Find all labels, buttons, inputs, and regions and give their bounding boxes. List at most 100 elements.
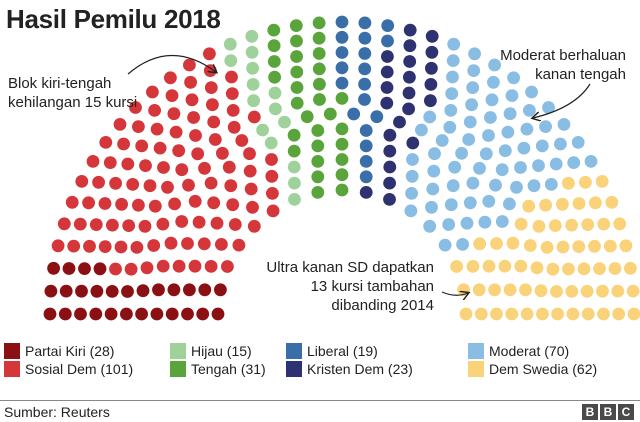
seat-dot (495, 163, 509, 177)
seat-dot (478, 215, 492, 229)
seat-dot (210, 216, 224, 230)
seat-dot (268, 86, 282, 100)
seat-dot (498, 144, 512, 158)
seat-dot (532, 219, 546, 233)
legend-label: Dem Swedia (62) (489, 361, 598, 377)
seat-dot (550, 285, 563, 298)
seat-dot (406, 136, 420, 150)
seat-dot (549, 157, 563, 171)
seat-dot (572, 240, 586, 254)
seat-dot (148, 104, 162, 117)
seat-dot (51, 239, 65, 253)
seat-dot (335, 137, 349, 151)
chart-title: Hasil Pemilu 2018 (6, 4, 221, 34)
seat-dot (534, 284, 548, 298)
seat-dot (425, 45, 439, 59)
seat-dot (489, 178, 502, 192)
seat-dot (455, 146, 468, 160)
annotation-line: Ultra kanan SD dapatkan (266, 259, 434, 276)
seat-dot (122, 219, 136, 233)
seat-dot (539, 120, 552, 133)
seat-dot (266, 187, 279, 200)
seat-dot (164, 236, 178, 250)
seat-dot (465, 98, 478, 112)
seat-dot (544, 178, 558, 191)
seat-dot (311, 139, 325, 153)
seat-dot (221, 260, 234, 273)
seat-dot (121, 285, 134, 298)
seat-dot (256, 123, 269, 137)
seat-dots (43, 15, 640, 321)
seat-dot (380, 65, 394, 79)
seat-dot (595, 175, 609, 188)
seat-dot (132, 198, 145, 212)
seat-dot (243, 164, 257, 178)
seat-dot (135, 139, 149, 153)
seat-dot (443, 120, 457, 134)
legend-label: Sosial Dem (101) (25, 361, 134, 377)
seat-dot (216, 146, 229, 160)
seat-dot (264, 136, 278, 150)
seat-dot (78, 262, 91, 275)
seat-dot (514, 161, 527, 174)
seat-dot (266, 204, 280, 218)
seat-dot (82, 196, 95, 210)
seat-dot (540, 241, 554, 254)
seat-dot (608, 262, 622, 275)
seat-dot (129, 101, 142, 114)
seat-dot (235, 134, 249, 147)
seat-dot (605, 195, 619, 209)
seat-dot (290, 81, 304, 94)
seat-dot (211, 307, 225, 321)
seat-dot (223, 37, 237, 51)
legend-label: Tengah (31) (191, 361, 266, 377)
seat-dot (225, 87, 239, 100)
legend-swatch (468, 343, 484, 359)
seat-dot (359, 186, 373, 199)
seat-dot (312, 47, 326, 60)
seat-dot (300, 110, 314, 124)
seat-dot (435, 134, 449, 147)
seat-dot (99, 136, 113, 149)
legend-item-kristen-dem: Kristen Dem (23) (286, 360, 413, 378)
seat-dot (485, 93, 499, 107)
seat-dot (525, 85, 538, 99)
seat-dot (539, 198, 552, 212)
legend-label: Liberal (19) (307, 343, 378, 359)
seat-dot (167, 107, 181, 121)
seat-dot (182, 178, 195, 192)
legend: Partai Kiri (28) Sosial Dem (101) Hijau … (0, 338, 640, 382)
seat-dot (74, 307, 87, 321)
seat-dot (487, 75, 500, 89)
seat-dot (75, 175, 89, 188)
seat-dot (198, 161, 211, 175)
seat-dot (358, 16, 372, 30)
seat-dot (463, 196, 477, 210)
seat-dot (188, 194, 202, 208)
seat-dot (73, 217, 87, 231)
seat-dot (358, 47, 372, 60)
seat-dot (520, 307, 534, 321)
seat-dot (404, 204, 418, 218)
seat-dot (232, 238, 246, 252)
annotation-line: kanan tengah (535, 66, 626, 83)
seat-dot (580, 284, 594, 298)
seat-dot (490, 307, 503, 321)
seat-dot (313, 77, 326, 91)
seat-dot (335, 153, 349, 166)
seat-dot (184, 75, 198, 89)
legend-swatch (170, 361, 186, 377)
seat-dot (228, 218, 242, 231)
seat-dot (267, 23, 281, 37)
seat-dot (289, 19, 303, 32)
seat-dot (59, 284, 73, 298)
seat-dot (312, 16, 326, 30)
seat-dot (204, 260, 218, 273)
seat-dot (448, 160, 462, 174)
seat-dot (427, 164, 441, 178)
seat-dot (313, 93, 326, 106)
seat-dot (358, 31, 372, 45)
seat-dot (207, 196, 221, 210)
seat-dot (204, 176, 218, 190)
seat-dot (120, 307, 133, 321)
